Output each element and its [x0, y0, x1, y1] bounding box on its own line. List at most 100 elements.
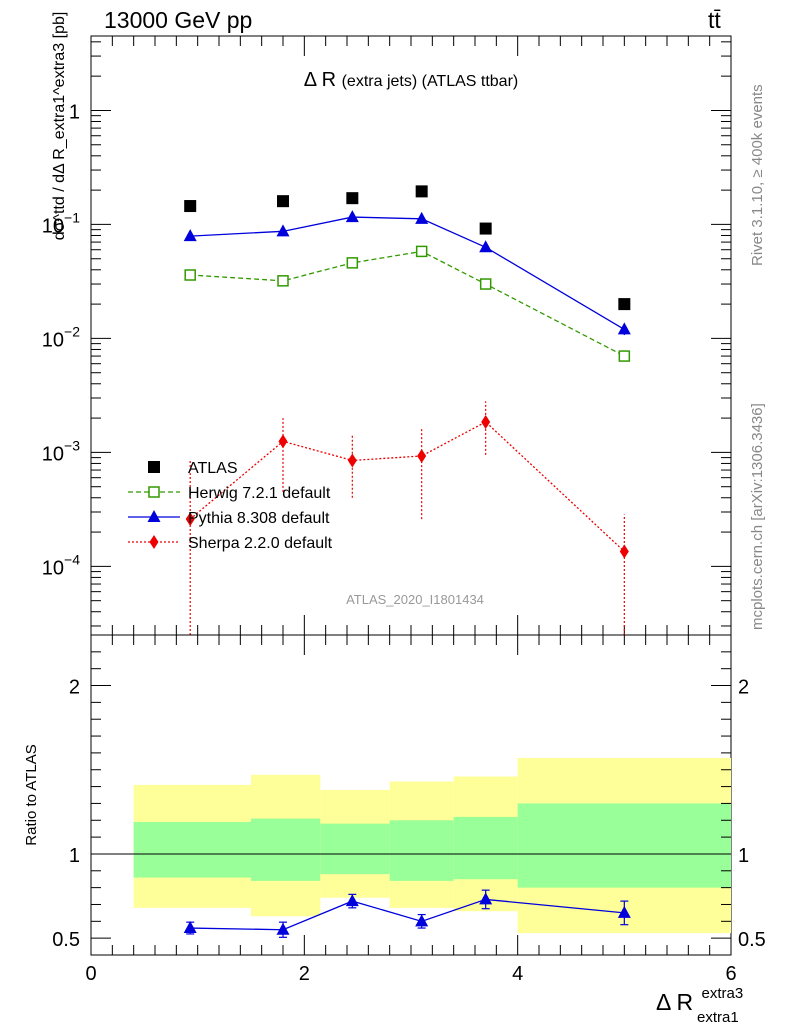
- energy-label: 13000 GeV pp: [104, 7, 252, 33]
- ratio-data-point: [479, 892, 493, 905]
- data-point: [346, 192, 359, 205]
- x-tick-label: 4: [512, 963, 523, 985]
- legend: ATLAS Herwig 7.2.1 default Pythia 8.308 de…: [128, 460, 333, 552]
- ratio-inner-band: [389, 820, 454, 881]
- legend-entry: ATLAS: [148, 460, 238, 477]
- series-line: [190, 250, 625, 357]
- series-line: [189, 421, 625, 552]
- legend-entry: Sherpa 2.2.0 default: [128, 535, 333, 552]
- main-y-tick-label: 10−3: [42, 437, 80, 465]
- main-y-tick-exp: −1: [64, 209, 80, 225]
- rivet-label: Rivet 3.1.10, ≥ 400k events: [749, 84, 766, 266]
- legend-entry: Pythia 8.308 default: [128, 510, 330, 527]
- main-y-axis: [91, 41, 731, 627]
- data-point: [183, 229, 197, 242]
- x-tick-label: 6: [725, 963, 736, 985]
- ratio-data-point: [276, 922, 290, 935]
- legend-marker: [148, 461, 160, 473]
- data-point: [479, 278, 492, 290]
- ratio-axes: 0.5 0.5 1 1 2 2 0 2 4 6: [52, 635, 766, 985]
- ratio-bands: [133, 757, 731, 934]
- data-point: [481, 414, 491, 429]
- ratio-series-layer: [183, 889, 631, 938]
- main-series-layer: [183, 185, 631, 635]
- ratio-y-tick-label-right: 2: [738, 677, 749, 699]
- x-axis-label: Δ R extra3 extra1: [656, 977, 750, 1024]
- series-line: [190, 216, 625, 330]
- analysis-label: ATLAS_2020_I1801434: [346, 592, 484, 607]
- data-point: [479, 222, 492, 235]
- data-point: [347, 453, 357, 468]
- legend-label: ATLAS: [188, 460, 238, 477]
- main-title-rest: (extra jets) (ATLAS ttbar): [342, 73, 519, 90]
- data-point: [277, 195, 289, 208]
- main-y-tick-base: 10: [42, 215, 64, 237]
- data-point: [618, 298, 631, 311]
- main-title-main: Δ R: [304, 69, 336, 91]
- series-2: [183, 210, 631, 336]
- main-y-tick-base: 10: [42, 329, 64, 351]
- data-point: [415, 245, 428, 258]
- data-point: [184, 269, 196, 281]
- main-panel: 10−410−310−210−11 Δ R (extra jets) (ATLA…: [42, 12, 732, 636]
- main-x-axis: [90, 36, 732, 635]
- x-axis-label-main: Δ R: [656, 989, 693, 1015]
- main-ylabel-text: dσ^ttd / dΔ R_extra1^extra3 [pb]: [51, 12, 68, 241]
- main-y-tick-exp: −2: [64, 323, 80, 339]
- legend-label: Pythia 8.308 default: [188, 510, 330, 527]
- ratio-inner-band: [517, 803, 731, 888]
- legend-marker: [148, 486, 160, 498]
- ratio-series-0: [183, 889, 631, 938]
- main-y-tick-base: 10: [42, 557, 64, 579]
- legend-entry: Herwig 7.2.1 default: [128, 485, 331, 502]
- main-y-tick-label: 10−4: [42, 551, 80, 579]
- x-axis-label-sub: extra1: [697, 1009, 739, 1024]
- legend-marker: [147, 510, 161, 522]
- legend-label: Herwig 7.2.1 default: [188, 485, 331, 502]
- ratio-inner-band: [453, 816, 518, 880]
- ratio-y-axis-label: Ratio to ATLAS: [23, 744, 40, 845]
- ratio-data-point: [617, 905, 631, 918]
- main-y-tick-labels: 10−410−310−210−11: [42, 101, 80, 579]
- series-0: [184, 185, 631, 311]
- mcplots-label: mcplots.cern.ch [arXiv:1306.3436]: [749, 403, 766, 630]
- main-y-tick-label: 10−2: [42, 323, 80, 351]
- process-label: tt̄: [708, 7, 721, 33]
- ratio-y-tick-label: 0.5: [52, 929, 80, 951]
- data-point: [345, 210, 359, 223]
- x-axis-label-sup: extra3: [702, 985, 744, 1002]
- series-1: [184, 245, 631, 362]
- main-y-tick-exp: −3: [64, 437, 80, 453]
- main-y-tick-label: 10−1: [42, 209, 80, 237]
- ratio-data-point: [345, 894, 359, 907]
- data-point: [346, 257, 359, 269]
- data-point: [617, 322, 631, 335]
- main-panel-frame: [90, 35, 732, 636]
- ratio-y-tick-label: 1: [69, 845, 80, 867]
- ratio-panel: 0.5 0.5 1 1 2 2 0 2 4 6 Ratio to ATLAS Δ R extra3…: [23, 634, 766, 1024]
- series-3: [185, 401, 629, 635]
- main-y-axis-label: dσ^ttd / dΔ R_extra1^extra3 [pb]: [51, 12, 68, 241]
- data-point: [415, 185, 428, 198]
- x-tick-label: 0: [85, 963, 96, 985]
- data-point: [184, 200, 197, 213]
- data-point: [415, 211, 429, 224]
- data-point: [185, 512, 195, 527]
- data-point: [277, 275, 289, 287]
- main-y-tick-base: 10: [42, 443, 64, 465]
- main-y-tick-label: 1: [69, 101, 80, 123]
- data-point: [417, 448, 427, 463]
- data-point: [278, 434, 288, 449]
- data-point: [618, 350, 631, 362]
- ratio-inner-band: [320, 823, 390, 875]
- ratio-y-tick-label-right: 1: [738, 845, 749, 867]
- ratio-inner-band: [251, 818, 321, 881]
- ratio-series-line: [190, 898, 625, 931]
- data-point: [619, 544, 629, 559]
- ratio-y-tick-label-right: 0.5: [738, 929, 766, 951]
- ratio-data-point: [415, 914, 429, 927]
- main-y-tick-exp: −4: [64, 551, 80, 567]
- x-tick-label: 2: [299, 963, 310, 985]
- data-point: [276, 224, 290, 237]
